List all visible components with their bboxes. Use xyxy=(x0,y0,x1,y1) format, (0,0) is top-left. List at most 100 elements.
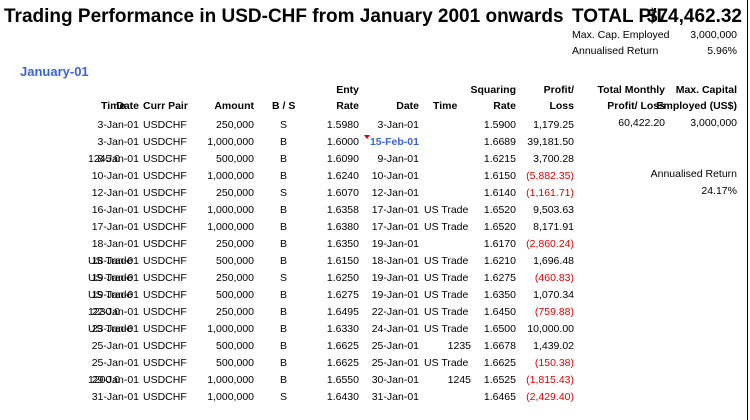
cell-time2: US Trade xyxy=(424,255,469,267)
header-time2: Time xyxy=(433,100,458,112)
cell-bs: B xyxy=(280,136,288,148)
header-max-capital-bottom: Employed (US$) xyxy=(656,100,737,112)
cell-date: 16-Jan-01 xyxy=(91,204,139,216)
cell-date: 8-Jan-01 xyxy=(97,153,139,165)
cell-time2: 1235 xyxy=(447,340,471,352)
cell-profit-loss: 1,696.48 xyxy=(533,255,574,267)
cell-profit-loss: (460.83) xyxy=(534,272,574,284)
cell-bs: B xyxy=(280,153,288,165)
cell-amount: 1,000,000 xyxy=(207,204,254,216)
cell-squaring-rate: 1.6140 xyxy=(483,187,516,199)
cell-entry-rate: 1.6250 xyxy=(326,272,359,284)
cell-amount: 1,000,000 xyxy=(207,221,254,233)
header-date2: Date xyxy=(396,100,419,112)
cell-amount: 1,000,000 xyxy=(207,374,254,386)
cell-time: US Trade xyxy=(88,255,133,267)
cell-date2: 9-Jan-01 xyxy=(377,153,419,165)
cell-curr-pair: USDCHF xyxy=(143,391,187,403)
cell-date2: 30-Jan-01 xyxy=(371,374,419,386)
cell-date: 17-Jan-01 xyxy=(91,221,139,233)
cell-date2: 19-Jan-01 xyxy=(371,238,419,250)
cell-bs: S xyxy=(280,272,288,284)
cell-squaring-rate: 1.6150 xyxy=(483,170,516,182)
cell-profit-loss: (2,429.40) xyxy=(526,391,574,403)
cell-date2: 18-Jan-01 xyxy=(371,255,419,267)
cell-profit-loss: (1,815.43) xyxy=(526,374,574,386)
cell-squaring-rate: 1.6215 xyxy=(483,153,516,165)
cell-time: 1230.0 xyxy=(88,306,121,318)
cell-date: 25-Jan-01 xyxy=(91,340,139,352)
cell-amount: 500,000 xyxy=(216,289,254,301)
cell-profit-loss: (150.38) xyxy=(534,357,574,369)
cell-entry-rate: 1.6625 xyxy=(326,340,359,352)
cell-curr-pair: USDCHF xyxy=(143,374,187,386)
cell-profit-loss: (5,882.35) xyxy=(526,170,574,182)
cell-time: 1245.0 xyxy=(88,153,121,165)
cell-squaring-rate: 1.6465 xyxy=(483,391,516,403)
header-squaring-bottom: Rate xyxy=(493,100,516,112)
cell-date2: 15-Feb-01 xyxy=(369,136,419,148)
cell-amount: 250,000 xyxy=(216,306,254,318)
cell-date: 19-Jan-01 xyxy=(91,289,139,301)
monthly-annualised-return-value: 24.17% xyxy=(701,185,737,197)
cell-profit-loss: 10,000.00 xyxy=(527,323,574,335)
cell-date2: 31-Jan-01 xyxy=(371,391,419,403)
cell-curr-pair: USDCHF xyxy=(143,357,187,369)
cell-date: 25-Jan-01 xyxy=(91,357,139,369)
cell-squaring-rate: 1.6275 xyxy=(483,272,516,284)
cell-squaring-rate: 1.6350 xyxy=(483,289,516,301)
cell-curr-pair: USDCHF xyxy=(143,221,187,233)
header-bs: B / S xyxy=(272,100,296,112)
cell-squaring-rate: 1.5900 xyxy=(483,119,516,131)
cell-bs: B xyxy=(280,221,288,233)
cell-bs: S xyxy=(280,391,288,403)
cell-profit-loss: (759.88) xyxy=(534,306,574,318)
cell-curr-pair: USDCHF xyxy=(143,170,187,182)
cell-bs: B xyxy=(280,374,288,386)
cell-profit-loss: 8,171.91 xyxy=(533,221,574,233)
cell-date: 10-Jan-01 xyxy=(91,170,139,182)
header-amount: Amount xyxy=(214,100,254,112)
header-total-monthly-top: Total Monthly xyxy=(597,84,665,96)
cell-curr-pair: USDCHF xyxy=(143,238,187,250)
cell-time2: 1245 xyxy=(447,374,471,386)
cell-time2: US Trade xyxy=(424,204,469,216)
header-date: Date xyxy=(116,100,139,112)
cell-bs: B xyxy=(280,357,288,369)
cell-time: 1200.0 xyxy=(88,374,121,386)
cell-date2: 17-Jan-01 xyxy=(371,221,419,233)
cell-bs: B xyxy=(280,238,288,250)
cell-squaring-rate: 1.6210 xyxy=(483,255,516,267)
annualised-return-label: Annualised Return xyxy=(572,45,659,57)
cell-curr-pair: USDCHF xyxy=(143,289,187,301)
page-title: Trading Performance in USD-CHF from Janu… xyxy=(4,6,564,27)
cell-date2: 19-Jan-01 xyxy=(371,272,419,284)
cell-bs: B xyxy=(280,170,288,182)
cell-bs: B xyxy=(280,255,288,267)
cell-date: 22-Jan-01 xyxy=(91,306,139,318)
cell-date2: 19-Jan-01 xyxy=(371,289,419,301)
cell-bs: S xyxy=(280,119,288,131)
total-pl-value: $74,462.32 xyxy=(646,6,742,27)
cell-time: US Trade xyxy=(88,289,133,301)
monthly-annualised-return-label: Annualised Return xyxy=(650,168,737,180)
cell-squaring-rate: 1.6689 xyxy=(483,136,516,148)
comment-indicator-icon[interactable] xyxy=(364,135,370,139)
cell-time2: US Trade xyxy=(424,306,469,318)
cell-profit-loss: 3,700.28 xyxy=(533,153,574,165)
cell-curr-pair: USDCHF xyxy=(143,204,187,216)
header-entry-bottom: Rate xyxy=(336,100,359,112)
cell-date: 19-Jan-01 xyxy=(91,272,139,284)
sheet-border xyxy=(747,0,748,420)
cell-entry-rate: 1.6495 xyxy=(326,306,359,318)
cell-squaring-rate: 1.6520 xyxy=(483,221,516,233)
cell-entry-rate: 1.5980 xyxy=(326,119,359,131)
cell-squaring-rate: 1.6500 xyxy=(483,323,516,335)
cell-amount: 500,000 xyxy=(216,357,254,369)
cell-curr-pair: USDCHF xyxy=(143,272,187,284)
cell-profit-loss: 9,503.63 xyxy=(533,204,574,216)
cell-date: 31-Jan-01 xyxy=(91,391,139,403)
cell-profit-loss: 1,439.02 xyxy=(533,340,574,352)
header-time: Time xyxy=(101,100,126,112)
cell-bs: B xyxy=(280,306,288,318)
